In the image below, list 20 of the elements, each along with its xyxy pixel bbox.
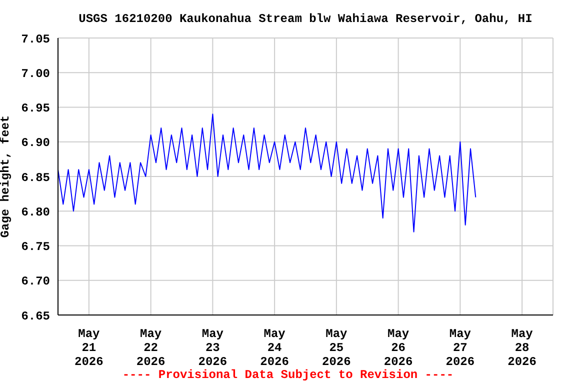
- x-tick-label: May 27 2026: [446, 327, 475, 369]
- x-tick-label: May 24 2026: [260, 327, 289, 369]
- y-tick-label: 7.00: [21, 66, 50, 81]
- y-tick-label: 6.95: [21, 102, 50, 116]
- y-tick-label: 6.80: [21, 205, 50, 220]
- x-tick-label: May 23 2026: [198, 327, 228, 369]
- y-tick-label: 7.05: [21, 32, 50, 46]
- y-tick-label: 6.85: [21, 170, 50, 185]
- text: ---- Provisional Data Subject to Revision ----: [121, 368, 455, 382]
- x-tick-label: May 26 2026: [384, 327, 413, 369]
- x-tick-label: May 28 2026: [508, 327, 536, 369]
- x-tick-label: May 21 2026: [74, 327, 104, 369]
- y-tick-label: 6.90: [21, 136, 50, 150]
- chart-title: USGS 16210200 Kaukonahua Stream blw Wahiawa Reservoir, Oahu, HI: [78, 12, 534, 26]
- y-tick-label: 6.65: [21, 309, 50, 324]
- x-tick-label: May 22 2026: [136, 327, 166, 369]
- y-tick-label: 6.70: [21, 274, 50, 289]
- y-tick-label: 6.75: [21, 240, 50, 254]
- line-series: [58, 114, 476, 232]
- x-tick-label: May 25 2026: [322, 327, 351, 369]
